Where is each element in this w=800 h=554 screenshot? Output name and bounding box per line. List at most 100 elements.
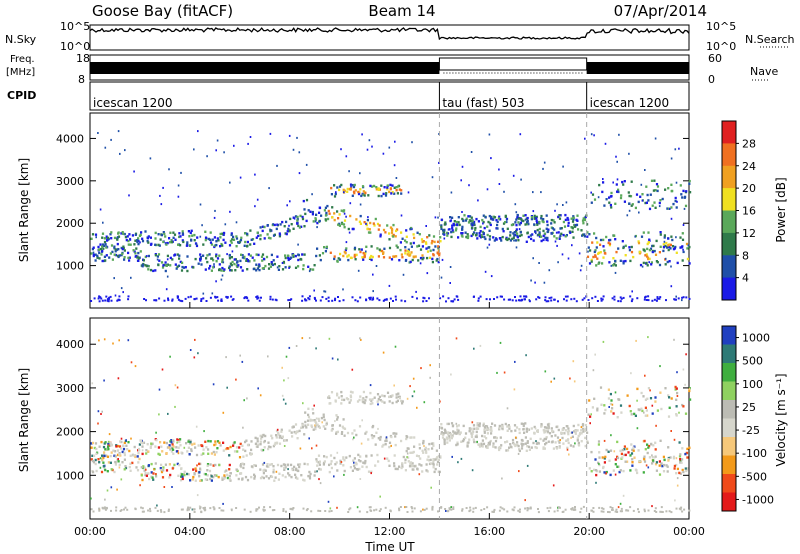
range-gate-cell	[342, 464, 345, 467]
range-gate-cell	[338, 258, 342, 261]
range-gate-cell	[648, 257, 651, 261]
range-gate-cell	[512, 232, 515, 235]
range-gate-cell	[369, 509, 372, 512]
range-gate-cell	[446, 422, 449, 426]
range-gate-cell	[614, 463, 617, 466]
range-gate-cell	[656, 297, 659, 300]
range-gate-cell	[520, 447, 524, 450]
range-gate-cell	[210, 479, 213, 482]
range-gate-cell	[395, 177, 398, 179]
range-gate-cell	[134, 365, 137, 368]
range-gate-cell	[116, 299, 119, 302]
range-gate-cell	[272, 444, 275, 448]
range-gate-cell	[659, 199, 662, 202]
range-gate-cell	[450, 373, 452, 376]
range-gate-cell	[328, 395, 331, 398]
range-gate-cell	[353, 191, 356, 195]
range-gate-cell	[143, 466, 146, 469]
range-gate-cell	[256, 297, 259, 300]
range-gate-cell	[91, 454, 94, 457]
range-gate-cell	[378, 248, 381, 251]
range-gate-cell	[99, 466, 102, 469]
range-gate-cell	[329, 462, 332, 466]
range-gate-cell	[526, 445, 529, 448]
range-gate-cell	[379, 399, 382, 402]
range-gate-cell	[307, 297, 310, 300]
range-gate-cell	[682, 248, 684, 251]
range-gate-cell	[543, 437, 546, 441]
range-gate-cell	[212, 506, 215, 509]
range-gate-cell	[644, 201, 647, 205]
range-gate-cell	[644, 406, 647, 409]
range-gate-cell	[318, 426, 321, 429]
range-gate-cell	[535, 217, 538, 220]
range-gate-cell	[288, 267, 290, 269]
range-gate-cell	[187, 506, 190, 509]
range-gate-cell	[127, 243, 130, 246]
range-gate-cell	[316, 221, 319, 225]
range-gate-cell	[278, 232, 281, 235]
range-gate-cell	[604, 408, 607, 412]
range-gate-cell	[379, 435, 382, 439]
range-gate-cell	[280, 430, 283, 433]
range-gate-cell	[272, 259, 275, 262]
range-gate-cell	[645, 185, 648, 188]
range-gate-cell	[555, 237, 558, 240]
range-gate-cell	[435, 449, 438, 452]
range-gate-cell	[567, 218, 570, 221]
range-gate-cell	[685, 468, 689, 471]
range-gate-cell	[616, 456, 620, 460]
range-gate-cell	[188, 442, 191, 445]
range-gate-cell	[159, 194, 161, 197]
range-gate-cell	[186, 269, 189, 273]
range-gate-cell	[354, 253, 357, 257]
range-gate-cell	[457, 221, 460, 224]
range-gate-cell	[215, 243, 218, 247]
range-gate-cell	[413, 507, 416, 510]
range-gate-cell	[584, 427, 587, 430]
range-gate-cell	[113, 236, 117, 240]
range-gate-cell	[560, 431, 563, 434]
range-gate-cell	[643, 439, 646, 443]
range-gate-cell	[102, 445, 106, 449]
range-gate-cell	[482, 422, 485, 425]
range-gate-cell	[357, 459, 361, 462]
range-gate-cell	[376, 393, 380, 396]
range-gate-cell	[117, 130, 120, 133]
range-gate-cell	[213, 263, 215, 266]
range-gate-cell	[323, 209, 326, 212]
range-gate-cell	[547, 426, 550, 429]
range-gate-cell	[389, 297, 392, 300]
range-gate-cell	[240, 236, 243, 239]
range-gate-cell	[336, 186, 339, 189]
range-gate-cell	[544, 429, 547, 432]
range-gate-cell	[287, 299, 290, 302]
range-gate-cell	[514, 221, 517, 224]
range-gate-cell	[329, 507, 332, 510]
range-gate-cell	[280, 428, 283, 431]
range-gate-cell	[412, 255, 415, 258]
range-gate-cell	[431, 507, 434, 509]
range-gate-cell	[176, 438, 179, 441]
range-gate-cell	[303, 225, 306, 228]
range-gate-cell	[137, 237, 140, 240]
range-gate-cell	[481, 235, 484, 238]
range-gate-cell	[209, 477, 212, 481]
range-gate-cell	[673, 338, 675, 341]
range-gate-cell	[418, 473, 421, 476]
range-gate-cell	[199, 468, 202, 472]
range-gate-cell	[196, 464, 198, 467]
range-gate-cell	[114, 248, 117, 251]
range-gate-cell	[193, 508, 195, 511]
range-gate-cell	[294, 266, 298, 269]
range-gate-cell	[304, 411, 307, 414]
range-gate-cell	[611, 508, 613, 511]
range-gate-cell	[304, 424, 307, 427]
range-gate-cell	[595, 481, 597, 484]
range-gate-cell	[424, 241, 428, 244]
range-gate-cell	[215, 253, 218, 256]
range-gate-cell	[564, 295, 567, 298]
range-gate-cell	[283, 379, 285, 382]
range-gate-cell	[602, 510, 605, 513]
range-gate-cell	[524, 298, 526, 301]
